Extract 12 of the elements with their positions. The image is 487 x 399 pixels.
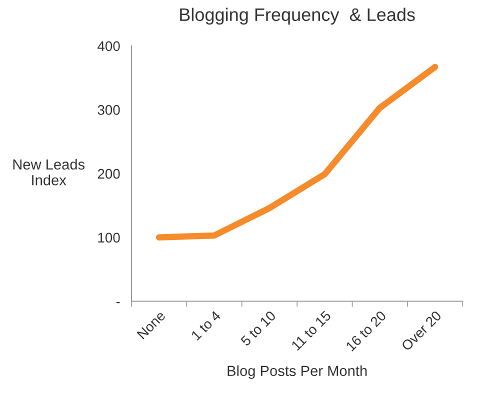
y-tick-label: 300	[98, 105, 120, 115]
y-tick-label: -	[116, 302, 120, 304]
chart-title: Blogging Frequency & Leads	[180, 8, 415, 25]
y-tick-label: 200	[98, 168, 120, 179]
x-tick-label: 1 to 4	[190, 310, 222, 341]
y-tick-label: 100	[98, 232, 120, 243]
y-axis-title: New Leads Index	[13, 158, 85, 186]
x-tick-label: 16 to 20	[345, 310, 387, 352]
x-tick-label: 5 to 10	[240, 310, 276, 346]
x-tick-label: 11 to 15	[291, 310, 332, 351]
x-axis-title: Blog Posts Per Month	[228, 365, 367, 379]
y-tick-label: 400	[98, 41, 120, 52]
